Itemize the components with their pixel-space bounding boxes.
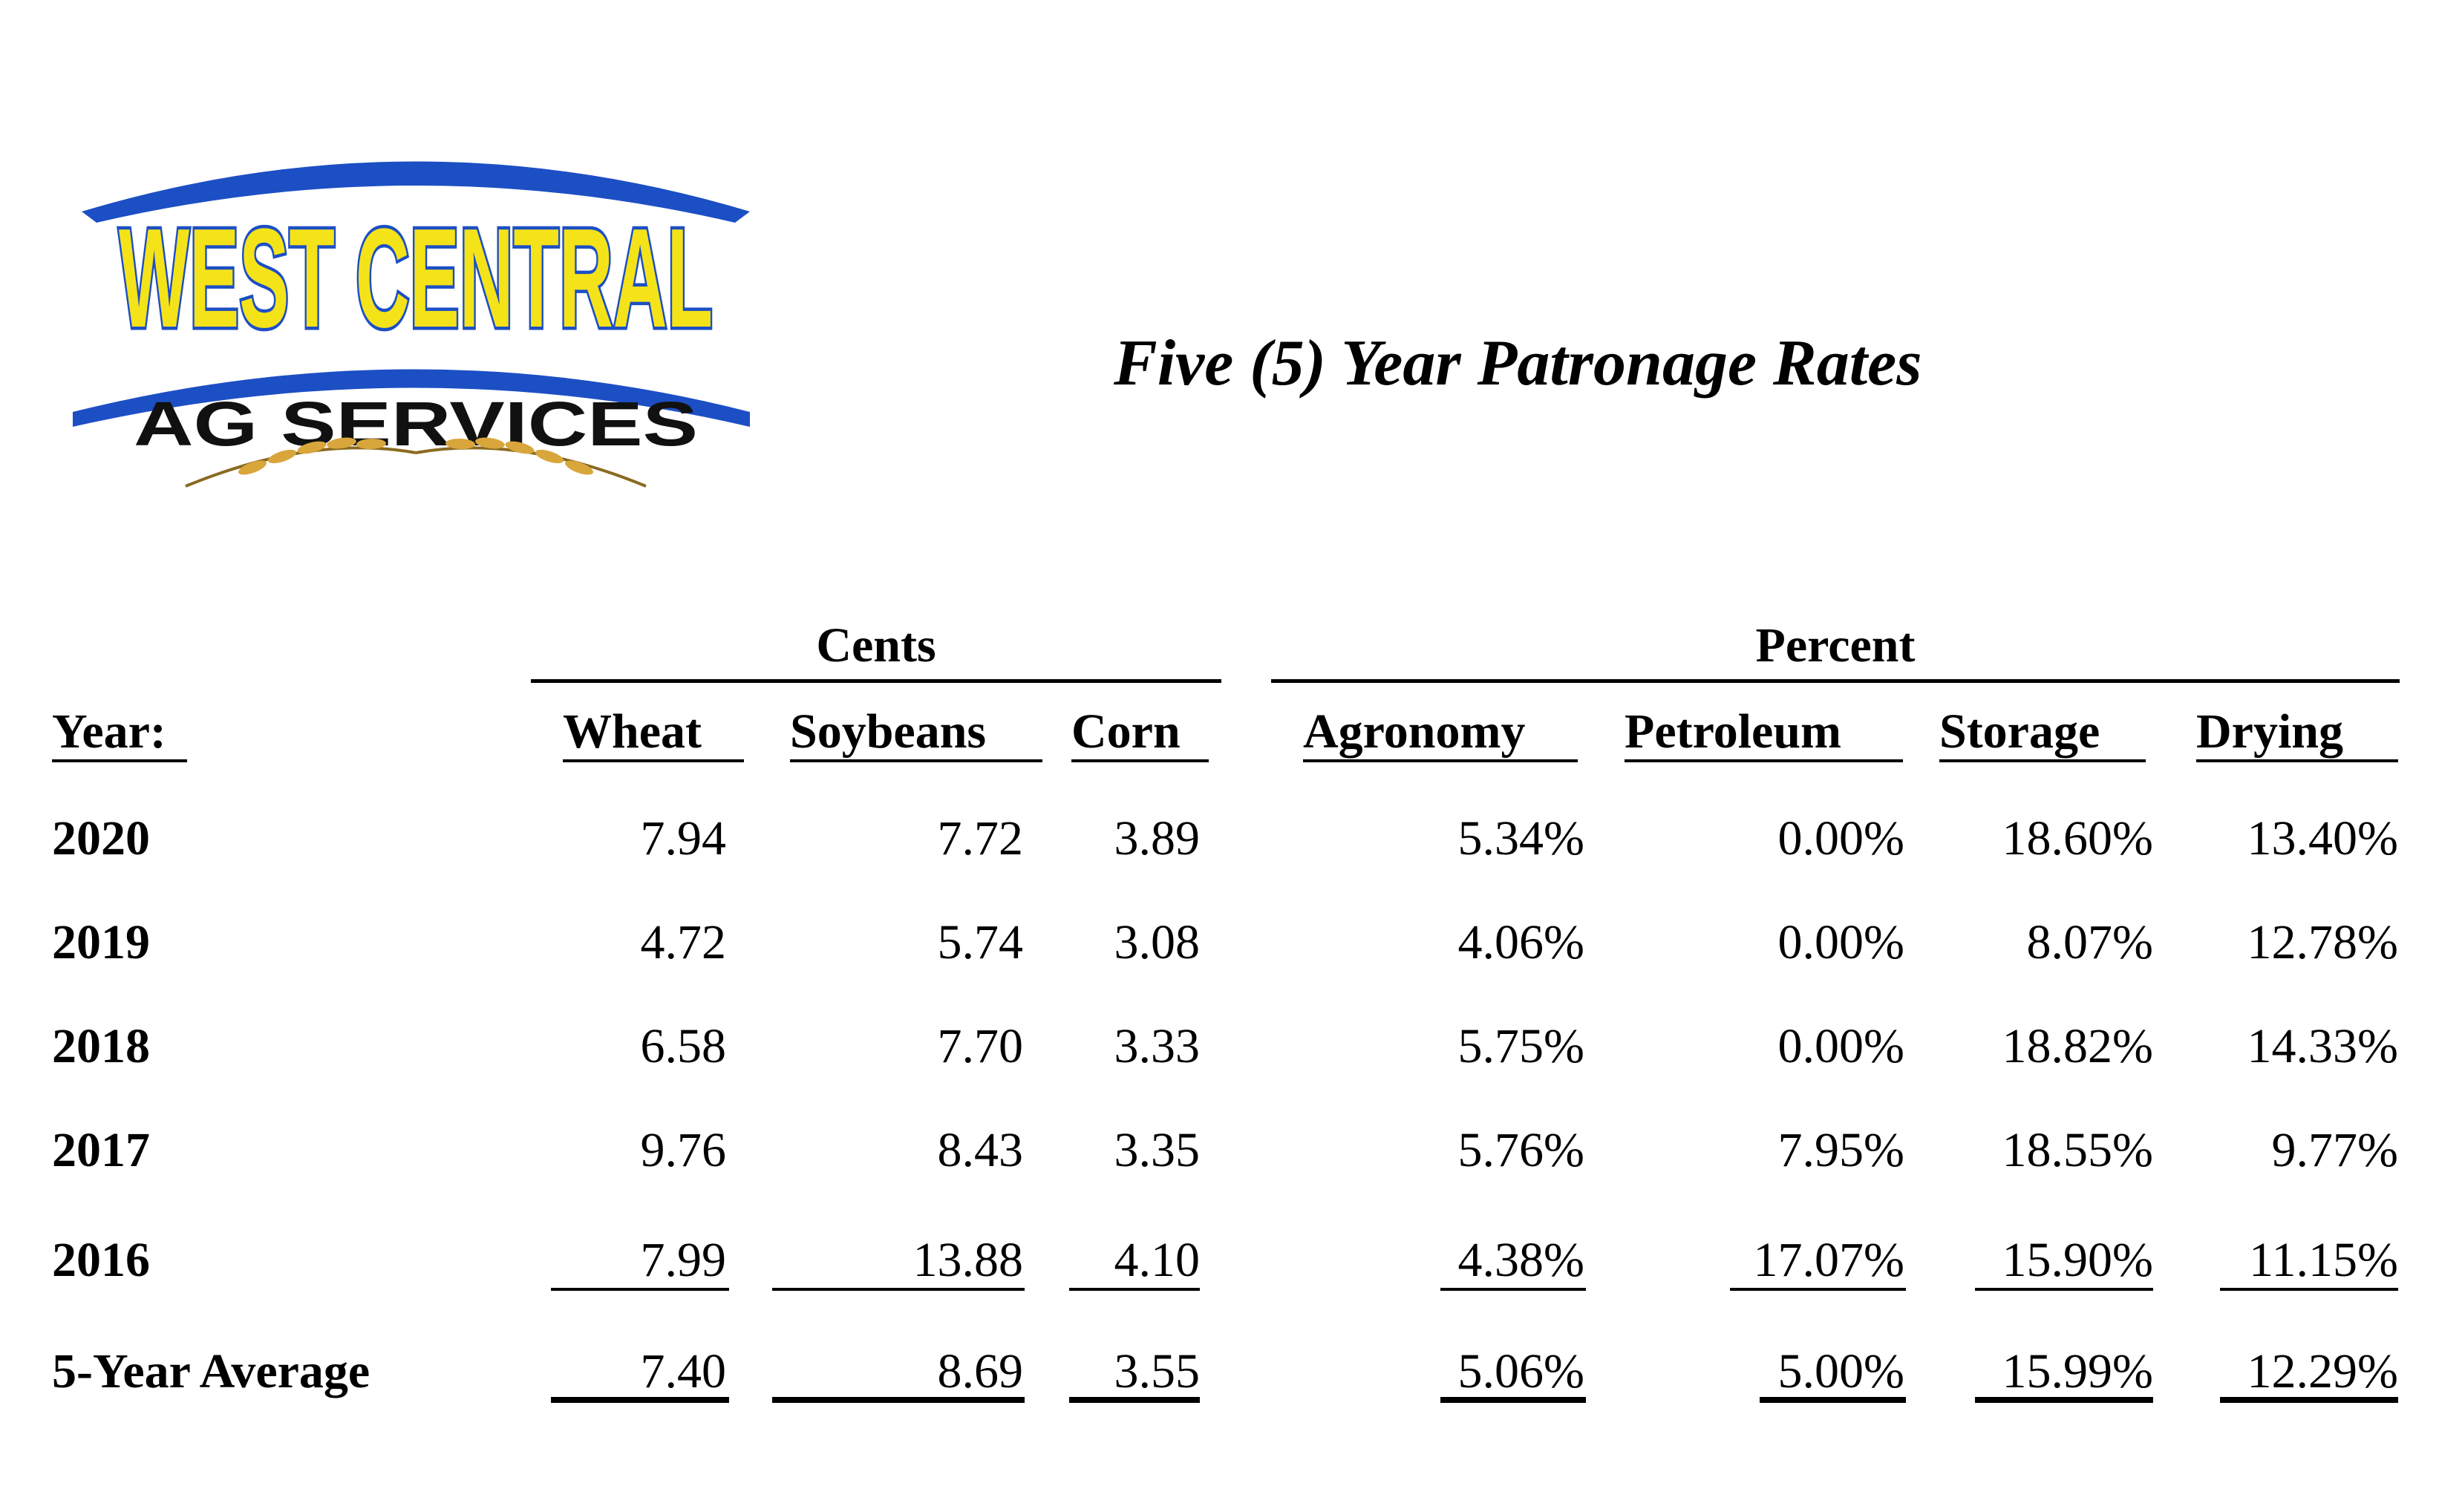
cell-agronomy: 5.34%	[1457, 811, 1584, 865]
cell-drying: 12.78%	[2247, 915, 2398, 969]
cell-wheat: 9.76	[640, 1123, 727, 1177]
row-year: 2018	[52, 1019, 150, 1073]
group-rule-cents	[531, 679, 1221, 683]
row-year: 2019	[52, 915, 150, 969]
logo-top-arc	[82, 161, 750, 223]
row-year: 5-Year Average	[52, 1344, 370, 1398]
subtotal-rule-drying	[2220, 1288, 2398, 1291]
header-year-underline	[52, 759, 187, 762]
header-petroleum: Petroleum	[1625, 704, 1842, 759]
cell-agronomy: 4.38%	[1457, 1233, 1584, 1287]
cell-corn: 3.55	[1114, 1344, 1201, 1398]
cell-soybeans: 7.72	[937, 811, 1024, 865]
cell-wheat: 7.40	[640, 1344, 727, 1398]
cell-wheat: 6.58	[640, 1019, 727, 1073]
cell-drying: 9.77%	[2271, 1123, 2398, 1177]
west-central-logo: WEST CENTRAL AG SERVICES	[73, 161, 750, 488]
cell-agronomy: 5.75%	[1457, 1019, 1584, 1073]
cell-petroleum: 0.00%	[1777, 1019, 1904, 1073]
subtotal-rule-corn	[1069, 1288, 1200, 1291]
subtotal-rule-storage	[1975, 1288, 2153, 1291]
cell-corn: 3.89	[1114, 811, 1201, 865]
cell-soybeans: 13.88	[912, 1233, 1024, 1287]
header-petroleum-underline	[1625, 759, 1903, 762]
cell-storage: 18.55%	[2002, 1123, 2153, 1177]
header-agronomy-underline	[1303, 759, 1578, 762]
cell-soybeans: 5.74	[937, 915, 1024, 969]
cell-petroleum: 0.00%	[1777, 811, 1904, 865]
total-double-rule-wheat	[551, 1397, 729, 1403]
subtotal-rule-petroleum	[1730, 1288, 1906, 1291]
cell-storage: 15.99%	[2002, 1344, 2153, 1398]
page-title: Five (5) Year Patronage Rates	[1114, 327, 1922, 399]
total-double-rule-petroleum	[1760, 1397, 1906, 1403]
cell-storage: 8.07%	[2026, 915, 2153, 969]
header-agronomy: Agronomy	[1303, 704, 1526, 759]
header-corn-underline	[1071, 759, 1209, 762]
cell-petroleum: 7.95%	[1777, 1123, 1904, 1177]
total-double-rule-corn	[1069, 1397, 1200, 1403]
row-year: 2016	[52, 1233, 150, 1287]
cell-storage: 18.82%	[2002, 1019, 2153, 1073]
cell-storage: 15.90%	[2002, 1233, 2153, 1287]
logo-line1: WEST CENTRAL	[119, 200, 713, 357]
cell-drying: 12.29%	[2247, 1344, 2398, 1398]
cell-agronomy: 5.06%	[1457, 1344, 1584, 1398]
group-header-percent: Percent	[1755, 618, 1916, 672]
subtotal-rule-wheat	[551, 1288, 729, 1291]
cell-soybeans: 8.43	[937, 1123, 1024, 1177]
cell-drying: 14.33%	[2247, 1019, 2398, 1073]
cell-corn: 4.10	[1114, 1233, 1201, 1287]
row-year: 2017	[52, 1123, 150, 1177]
cell-corn: 3.33	[1114, 1019, 1201, 1073]
cell-storage: 18.60%	[2002, 811, 2153, 865]
wheat-stalks-icon	[185, 437, 647, 488]
header-wheat-underline	[563, 759, 744, 762]
cell-agronomy: 5.76%	[1457, 1123, 1584, 1177]
cell-wheat: 7.94	[640, 811, 727, 865]
total-double-rule-drying	[2220, 1397, 2398, 1403]
header-drying: Drying	[2196, 704, 2343, 759]
cell-drying: 13.40%	[2247, 811, 2398, 865]
total-double-rule-storage	[1975, 1397, 2153, 1403]
cell-petroleum: 5.00%	[1777, 1344, 1904, 1398]
group-rule-percent	[1271, 679, 2400, 683]
header-drying-underline	[2196, 759, 2398, 762]
group-header-cents: Cents	[816, 618, 936, 672]
cell-wheat: 7.99	[640, 1233, 727, 1287]
header-wheat: Wheat	[563, 704, 702, 759]
row-year: 2020	[52, 811, 150, 865]
cell-corn: 3.08	[1114, 915, 1201, 969]
logo-line2: AG SERVICES	[134, 389, 698, 459]
cell-agronomy: 4.06%	[1457, 915, 1584, 969]
header-corn: Corn	[1071, 704, 1181, 759]
cell-petroleum: 17.07%	[1753, 1233, 1904, 1287]
cell-petroleum: 0.00%	[1777, 915, 1904, 969]
cell-corn: 3.35	[1114, 1123, 1201, 1177]
logo-bottom-arc	[73, 369, 750, 427]
cell-soybeans: 8.69	[937, 1344, 1024, 1398]
header-soybeans: Soybeans	[790, 704, 987, 759]
cell-wheat: 4.72	[640, 915, 727, 969]
subtotal-rule-soybeans	[772, 1288, 1025, 1291]
total-double-rule-soybeans	[772, 1397, 1025, 1403]
total-double-rule-agronomy	[1440, 1397, 1586, 1403]
cell-soybeans: 7.70	[937, 1019, 1024, 1073]
header-storage: Storage	[1939, 704, 2100, 759]
header-year: Year:	[52, 704, 166, 759]
cell-drying: 11.15%	[2248, 1233, 2398, 1287]
header-soybeans-underline	[790, 759, 1042, 762]
header-storage-underline	[1939, 759, 2146, 762]
subtotal-rule-agronomy	[1440, 1288, 1586, 1291]
